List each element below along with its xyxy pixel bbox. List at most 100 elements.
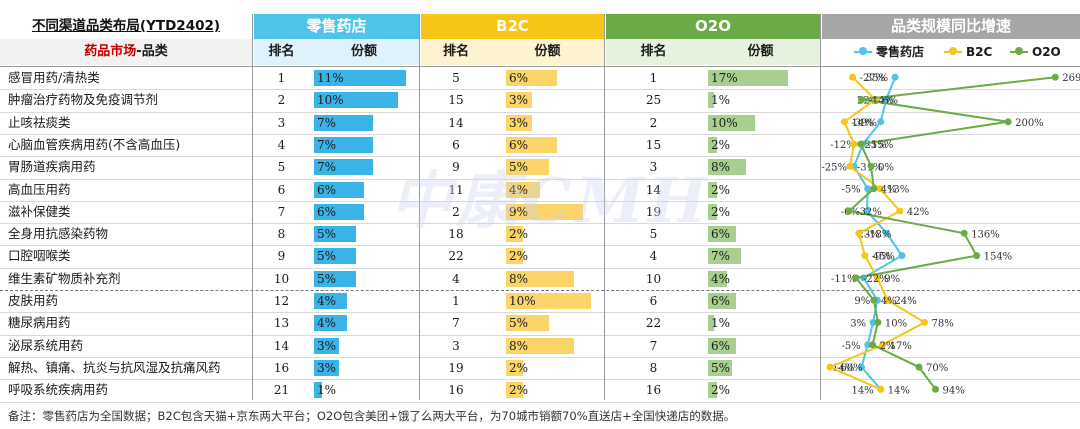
legend-retail-dot bbox=[859, 47, 867, 55]
o2o-rank: 8 bbox=[649, 360, 658, 375]
o2o-rank: 2 bbox=[649, 115, 658, 130]
col-sep-4 bbox=[820, 14, 821, 400]
data-point bbox=[1004, 118, 1012, 126]
data-point bbox=[858, 363, 865, 371]
retail-share: 5% bbox=[317, 271, 337, 286]
b2c-share: 5% bbox=[509, 160, 529, 175]
data-label: 70% bbox=[926, 363, 948, 374]
table-row: 感冒用药/清热类 1 11% 5 6% 1 17% bbox=[0, 67, 1080, 89]
data-label: 14% bbox=[888, 385, 910, 396]
legend-b2c-dot bbox=[949, 47, 957, 55]
row-divider bbox=[0, 200, 1080, 202]
b2c-rank: 19 bbox=[448, 360, 464, 375]
b2c-rank: 9 bbox=[452, 160, 460, 175]
retail-rank: 14 bbox=[273, 338, 290, 353]
b2c-rank: 5 bbox=[452, 71, 460, 85]
data-label: -14% bbox=[869, 96, 895, 107]
b2c-rank: 15 bbox=[448, 93, 464, 108]
data-point bbox=[876, 185, 884, 193]
legend-retail: 零售药店 bbox=[876, 45, 925, 59]
retail-rank-header: 排名 bbox=[254, 39, 309, 65]
retail-share-bar bbox=[314, 203, 365, 220]
table-row: 泌尿系统用药 14 3% 3 8% 7 6% bbox=[0, 335, 1080, 357]
data-point bbox=[870, 185, 878, 193]
b2c-share: 4% bbox=[509, 182, 529, 197]
retail-rank: 7 bbox=[277, 204, 286, 219]
data-label: 4% bbox=[881, 185, 897, 196]
data-label: 13% bbox=[887, 185, 909, 196]
data-point bbox=[870, 296, 878, 304]
data-label: 14% bbox=[851, 118, 873, 129]
data-point bbox=[852, 274, 860, 282]
data-point bbox=[879, 341, 887, 349]
data-point bbox=[861, 252, 869, 260]
category-name: 胃肠道疾病用药 bbox=[8, 159, 96, 175]
o2o-share: 4% bbox=[711, 271, 731, 286]
b2c-rank-header: 排名 bbox=[421, 39, 491, 65]
table-row: 皮肤用药 12 4% 1 10% 6 6% bbox=[0, 290, 1080, 312]
data-label: -25% bbox=[861, 140, 887, 151]
o2o-share-bar bbox=[708, 315, 714, 332]
data-label: 14% bbox=[851, 385, 873, 396]
o2o-share: 6% bbox=[711, 294, 731, 308]
retail-share-bar bbox=[314, 315, 348, 332]
retail-share-bar bbox=[314, 226, 356, 243]
data-point bbox=[826, 363, 834, 371]
retail-share-bar bbox=[314, 114, 373, 131]
b2c-share-bar bbox=[506, 226, 523, 243]
table-row: 全身用抗感染药物 8 5% 18 2% 5 6% bbox=[0, 223, 1080, 245]
o2o-rank: 10 bbox=[645, 271, 662, 286]
b2c-rank: 22 bbox=[448, 249, 464, 264]
data-label: 136% bbox=[971, 229, 1000, 240]
table-row: 心脑血管疾病用药(不含高血压) 4 7% 6 6% 15 2% bbox=[0, 134, 1080, 156]
o2o-share-bar bbox=[708, 382, 718, 399]
retail-share: 6% bbox=[317, 204, 337, 219]
category-name: 全身用抗感染药物 bbox=[8, 226, 109, 242]
table-row: 呼吸系统疾病用药 21 1% 16 2% 16 2% bbox=[0, 379, 1080, 401]
b2c-share: 2% bbox=[509, 383, 529, 398]
data-point bbox=[867, 162, 875, 170]
b2c-share: 9% bbox=[509, 204, 529, 219]
o2o-share-bar bbox=[708, 293, 737, 309]
retail-share-bar bbox=[314, 70, 406, 86]
row-divider bbox=[0, 356, 1080, 358]
row-divider bbox=[0, 223, 1080, 225]
data-point bbox=[960, 229, 968, 237]
o2o-rank: 5 bbox=[649, 227, 658, 242]
data-label: -11% bbox=[831, 274, 857, 285]
data-point bbox=[850, 140, 858, 148]
category-name: 糖尿病用药 bbox=[8, 315, 71, 331]
retail-share: 7% bbox=[317, 115, 337, 130]
retail-share-bar bbox=[314, 136, 373, 153]
o2o-rank: 14 bbox=[645, 182, 662, 197]
retail-share-bar bbox=[314, 293, 348, 309]
o2o-share-bar bbox=[708, 359, 732, 376]
retail-share: 6% bbox=[317, 182, 337, 197]
watermark: 中康CMH bbox=[390, 164, 711, 237]
b2c-share-bar bbox=[506, 114, 532, 131]
data-point bbox=[846, 162, 854, 170]
data-point bbox=[864, 341, 872, 349]
retail-rank: 2 bbox=[277, 93, 286, 108]
retail-rank: 8 bbox=[277, 227, 286, 242]
b2c-share: 2% bbox=[509, 360, 529, 375]
retail-rank: 1 bbox=[277, 71, 286, 85]
b2c-share-bar bbox=[506, 337, 574, 354]
data-point bbox=[869, 341, 876, 349]
retail-share: 7% bbox=[317, 160, 337, 175]
data-label: 42% bbox=[907, 207, 929, 218]
growth-line-chart: 35%22%14%-12%-25%-5%-6%23%45%-11%9%3%-5%… bbox=[821, 73, 1080, 396]
market-label-text: 药品市场 bbox=[84, 44, 137, 59]
b2c-rank: 7 bbox=[452, 316, 460, 331]
retail-share: 5% bbox=[317, 227, 337, 242]
data-point bbox=[884, 296, 891, 304]
b2c-share-bar bbox=[506, 270, 574, 287]
b2c-share: 3% bbox=[509, 115, 529, 130]
o2o-rank: 1 bbox=[649, 71, 658, 85]
growth-legend: 零售药店 B2C O2O bbox=[822, 41, 1080, 63]
retail-share: 5% bbox=[317, 249, 337, 264]
data-label: -15% bbox=[868, 140, 894, 151]
o2o-rank: 16 bbox=[645, 383, 662, 398]
data-label: 24% bbox=[895, 296, 917, 307]
o2o-share: 6% bbox=[711, 338, 731, 353]
